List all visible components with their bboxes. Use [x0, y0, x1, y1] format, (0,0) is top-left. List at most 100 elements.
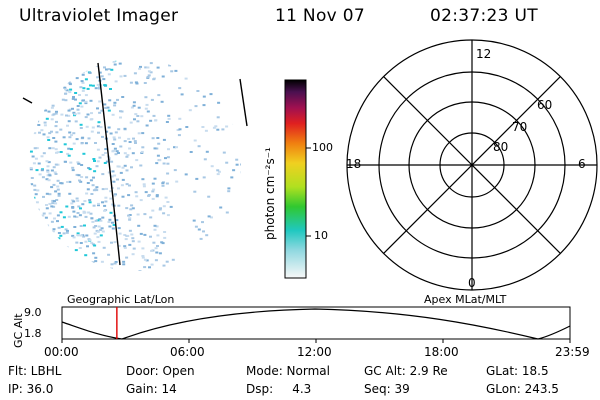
uv-dot [79, 234, 83, 237]
uv-dot [158, 208, 162, 211]
status-filter: Flt: LBHL [8, 364, 62, 378]
uv-dot [189, 151, 193, 153]
uv-dot [151, 190, 155, 193]
uv-dot [105, 160, 109, 163]
uv-dot [150, 249, 154, 252]
uv-dot [202, 95, 206, 98]
uv-dot [168, 64, 172, 67]
uv-dot [79, 225, 83, 227]
uv-dot [163, 236, 167, 239]
uv-dot [90, 217, 94, 220]
uv-dot [111, 221, 114, 224]
uv-dot [69, 148, 73, 151]
uv-dot [71, 169, 75, 172]
uv-dot [74, 92, 78, 94]
uv-dot [72, 132, 76, 135]
uv-dot [166, 156, 170, 159]
uv-dot [184, 77, 188, 80]
timeline-ytick-bottom: 1.8 [24, 327, 42, 340]
uv-dot [66, 229, 69, 232]
uv-dot [56, 220, 59, 223]
uv-dot [225, 211, 229, 214]
uv-dot [127, 137, 131, 140]
uv-dot [68, 192, 72, 195]
uv-dot [185, 126, 189, 128]
uv-dot [134, 191, 138, 194]
uv-dot [98, 100, 102, 103]
uv-dot [84, 215, 88, 218]
uv-dot [123, 246, 127, 249]
uv-dot [202, 104, 206, 107]
uv-dot [92, 158, 96, 160]
uv-dot [101, 201, 104, 204]
limb-mark-left [22, 97, 33, 104]
uv-dot [127, 214, 131, 217]
uv-dot [73, 215, 77, 218]
uv-dot [81, 73, 85, 76]
uv-dot [216, 173, 220, 176]
uv-dot [155, 194, 159, 197]
uv-dot [89, 179, 93, 182]
uv-dot [149, 235, 152, 238]
uv-dot [140, 152, 144, 154]
uv-dot [117, 204, 121, 207]
uv-dot [123, 164, 127, 167]
mlt-label-6: 6 [578, 157, 586, 171]
uv-dot [33, 184, 37, 187]
uv-dot [55, 110, 58, 113]
uv-dot [109, 211, 113, 214]
uv-dot [90, 193, 94, 195]
uv-dot [129, 208, 133, 211]
uv-dot [141, 255, 145, 257]
uv-dot [38, 131, 41, 134]
uv-dot [100, 109, 104, 112]
uv-dot [99, 219, 103, 222]
uv-dot [103, 103, 107, 106]
uv-dot [66, 181, 70, 183]
uv-dot [93, 244, 97, 247]
uv-dot [85, 176, 89, 179]
uv-dot [68, 91, 72, 94]
uv-dot [103, 66, 106, 69]
uv-dot [76, 232, 80, 235]
uv-dot [103, 84, 107, 87]
uv-dot [97, 204, 100, 207]
uv-dot [197, 145, 201, 148]
uv-dot [123, 140, 127, 143]
uv-dot [152, 188, 156, 191]
uv-dot [151, 182, 155, 185]
uv-dot [47, 179, 51, 182]
uv-dot [147, 70, 151, 73]
uv-dot [173, 146, 176, 149]
uv-dot [104, 106, 108, 109]
uv-dot [151, 209, 155, 212]
uv-dot [116, 178, 119, 181]
uv-dot [67, 147, 71, 150]
uv-dot [37, 162, 41, 165]
uv-dot [121, 96, 125, 98]
uv-dot [132, 101, 136, 104]
uv-dot [31, 155, 35, 158]
uv-dot [161, 184, 165, 187]
uv-dot [139, 164, 143, 167]
uv-dot [147, 74, 151, 77]
uv-dot [76, 212, 80, 214]
uv-dot [193, 139, 197, 142]
uv-dot [131, 152, 135, 155]
uv-dot [104, 200, 108, 203]
uv-dot [199, 237, 203, 240]
uv-dot [128, 217, 132, 220]
uv-dot [84, 142, 88, 145]
uv-dot [149, 119, 153, 122]
uv-dot [122, 260, 126, 263]
timeline-xtick-3: 18:00 [424, 345, 459, 359]
uv-dot [131, 207, 135, 210]
uv-dot [170, 70, 174, 73]
uv-dot [54, 148, 58, 151]
uv-dot [52, 228, 56, 231]
uv-dot [132, 247, 136, 250]
uv-dot [96, 236, 100, 239]
uv-dot [113, 194, 117, 197]
uv-dot [137, 240, 141, 243]
uv-dot [129, 121, 133, 124]
